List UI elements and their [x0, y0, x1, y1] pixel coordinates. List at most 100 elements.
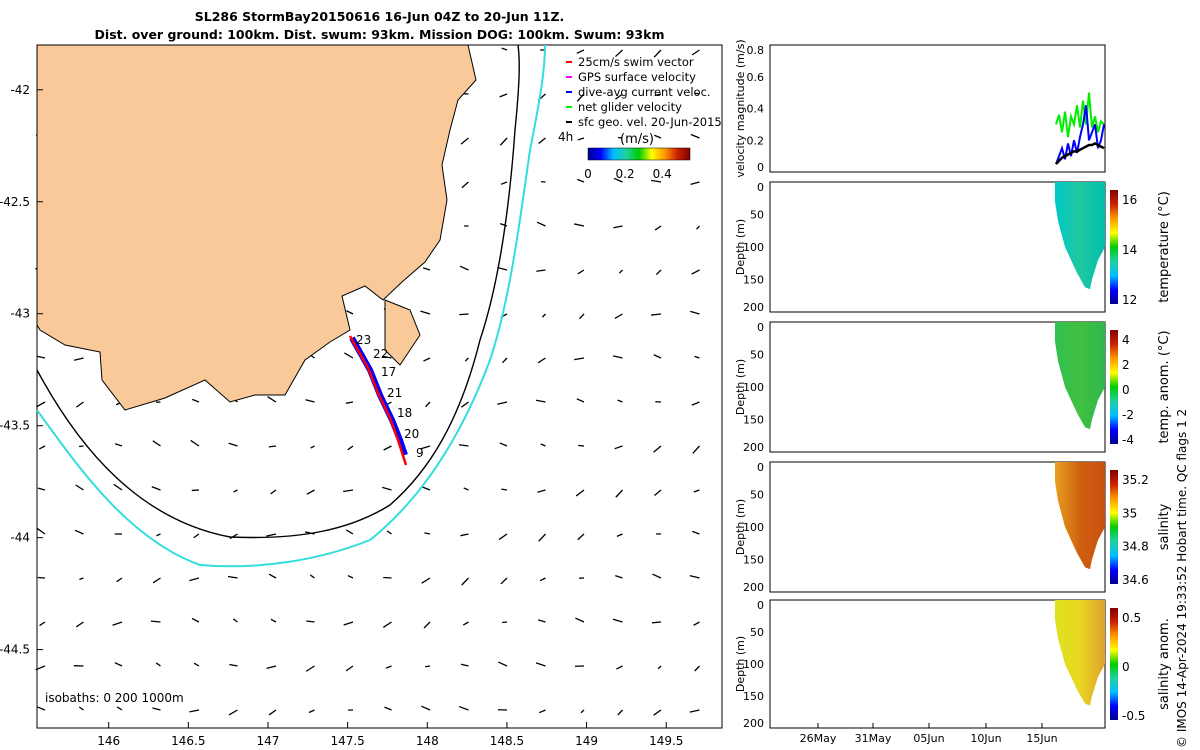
day-label: 9	[416, 446, 424, 460]
current-vector	[689, 575, 700, 579]
current-vector	[79, 577, 84, 581]
current-vector	[75, 484, 84, 491]
current-vector	[689, 709, 700, 713]
current-vector	[152, 577, 161, 584]
colorbar	[1110, 330, 1118, 444]
colorbar-tick-label: 4	[1122, 333, 1130, 347]
current-vector	[693, 489, 700, 493]
x-tick-label: 146.5	[171, 734, 205, 748]
current-vector	[345, 665, 354, 672]
depth-tick-label: 150	[743, 274, 764, 287]
current-vector	[612, 618, 623, 623]
current-vector	[270, 489, 277, 495]
current-vector	[309, 574, 315, 579]
depth-tick-label: 150	[743, 414, 764, 427]
current-vector	[266, 665, 277, 670]
current-vector	[576, 49, 585, 54]
current-vector	[189, 709, 200, 713]
current-vector	[268, 709, 277, 716]
current-vector	[193, 662, 200, 667]
footer-credit: © IMOS 14-Apr-2024 19:33:52 Hobart time.…	[1175, 409, 1189, 748]
current-vector	[500, 181, 508, 185]
current-vector	[618, 269, 623, 274]
current-vector	[580, 709, 585, 714]
current-vector	[654, 93, 662, 97]
depth-tick-label: 50	[750, 209, 764, 222]
current-vector	[576, 178, 585, 183]
temperature-axes	[769, 181, 1106, 313]
current-vector	[577, 533, 585, 541]
y-tick-label: -44.5	[0, 643, 30, 657]
current-vector	[653, 49, 662, 58]
depth-tick-label: 200	[743, 581, 764, 594]
temp-anomaly-section	[1055, 322, 1105, 430]
time-scale-label: 4h	[558, 130, 573, 144]
map-ticks: 146 146.5 147 147.5 148 148.5 149 149.5 -42 -42.5…	[0, 83, 683, 748]
depth-tick-label: 0	[757, 321, 764, 334]
day-label: 21	[387, 386, 402, 400]
current-vector	[345, 529, 354, 535]
current-vector	[78, 706, 84, 711]
current-vector	[538, 709, 546, 714]
colorbar-tick-label: 34.8	[1122, 540, 1149, 554]
current-vector	[37, 706, 46, 711]
day-label: 23	[356, 333, 371, 347]
current-vector	[112, 621, 123, 626]
velocity-axes	[769, 44, 1106, 173]
current-vector	[690, 133, 700, 139]
current-vector	[615, 49, 623, 58]
salinity-axes	[769, 461, 1106, 593]
current-vector	[306, 620, 315, 623]
current-vector	[577, 269, 585, 275]
current-vector	[692, 445, 700, 454]
current-vector	[501, 488, 508, 491]
current-vector	[425, 665, 431, 668]
current-vector	[74, 529, 84, 535]
current-vector	[575, 617, 585, 623]
current-vector	[116, 577, 123, 583]
current-vector	[615, 93, 623, 100]
current-vector	[459, 265, 469, 271]
colorbar-tick-label: 0	[584, 167, 592, 181]
current-vector	[152, 707, 161, 711]
current-vector	[501, 47, 508, 51]
land-tasman-peninsula	[384, 299, 421, 366]
current-vector	[460, 663, 469, 667]
current-vector	[461, 577, 469, 586]
current-vector	[384, 706, 392, 711]
colorbar-tick-label: 0.5	[1122, 611, 1141, 625]
current-vector	[268, 445, 277, 448]
colorbar-tick-label: 12	[1122, 293, 1137, 307]
current-vector	[152, 440, 161, 447]
current-vector	[460, 533, 469, 537]
salinity-anomaly-section	[1055, 600, 1105, 706]
current-vector	[422, 486, 431, 491]
current-vector	[653, 445, 662, 453]
current-vector	[502, 357, 508, 364]
current-vector	[617, 399, 623, 403]
current-vector	[191, 398, 200, 403]
current-vector	[424, 532, 431, 535]
current-vector	[268, 573, 277, 579]
current-vector	[497, 266, 508, 271]
current-vector	[536, 221, 546, 227]
day-label: 17	[381, 365, 396, 379]
current-vector	[651, 313, 662, 316]
current-vector	[229, 533, 238, 540]
current-vector	[344, 352, 354, 359]
velocity-tick-label: 0.2	[747, 134, 765, 147]
current-vector	[458, 705, 469, 711]
colorbar-label: (m/s)	[620, 132, 654, 147]
current-vector	[233, 489, 238, 493]
legend-label: net glider velocity	[578, 100, 682, 114]
time-tick-label: 26May	[800, 732, 837, 745]
temperature-section	[1055, 182, 1105, 290]
current-vector	[577, 137, 585, 141]
velocity-tick-label: 0	[757, 161, 764, 174]
current-vector	[614, 313, 623, 320]
current-vector	[574, 357, 585, 361]
depth-tick-label: 100	[743, 381, 764, 394]
current-vector	[657, 665, 662, 670]
current-vector	[347, 574, 354, 579]
